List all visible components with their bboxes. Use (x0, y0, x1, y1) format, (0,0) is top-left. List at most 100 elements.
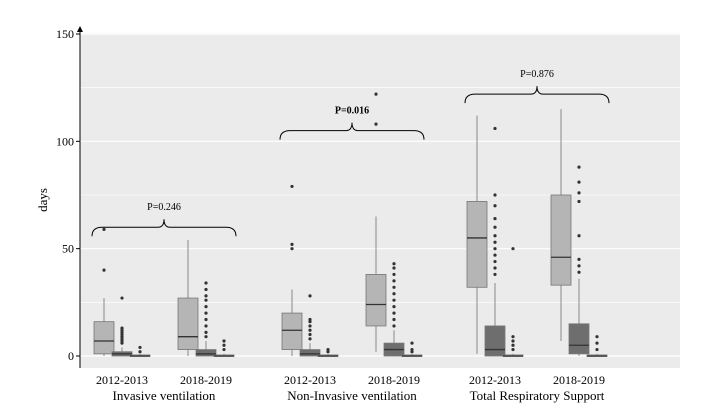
outlier-point (595, 341, 599, 345)
outlier-point (120, 296, 124, 300)
group-label: Non-Invasive ventilation (287, 388, 417, 403)
box-body (281, 312, 303, 350)
outlier-point (511, 247, 515, 251)
period-label: 2018-2019 (368, 373, 420, 387)
period-label: 2012-2013 (96, 373, 148, 387)
outlier-point (511, 335, 515, 339)
outlier-point (392, 305, 396, 309)
outlier-point (577, 165, 581, 169)
box-1-2 (111, 296, 133, 357)
outlier-point (102, 268, 106, 272)
bracket-2 (279, 122, 425, 140)
p-value-label: P=0.016 (335, 106, 369, 117)
outlier-point (308, 294, 312, 298)
outlier-point (493, 204, 497, 208)
box-3-6 (586, 335, 608, 357)
box-2-5 (383, 262, 405, 357)
significance-brackets: P=0.246 P=0.016 P=0.876 (91, 69, 610, 237)
outlier-point (577, 264, 581, 268)
outlier-point (222, 347, 226, 352)
bracket-1 (91, 219, 237, 237)
outlier-point (120, 326, 124, 330)
y-tick-label: 150 (56, 27, 74, 41)
outlier-point (204, 298, 208, 302)
outlier-point (290, 242, 294, 246)
box-3-3 (502, 247, 524, 357)
period-label: 2018-2019 (553, 373, 605, 387)
outlier-point (392, 266, 396, 270)
outlier-point (290, 184, 294, 189)
box-1-3 (129, 345, 151, 357)
outlier-point (577, 199, 581, 204)
box-3-4 (550, 109, 572, 341)
box-body (93, 321, 115, 355)
outlier-point (392, 298, 396, 302)
outlier-point (493, 253, 497, 257)
outlier-point (410, 341, 414, 345)
outlier-point (102, 227, 106, 231)
outlier-point (138, 350, 142, 354)
outlier-point (204, 330, 208, 334)
box-1-4 (177, 240, 199, 356)
box-body (568, 323, 590, 355)
outlier-point (204, 305, 208, 309)
y-tick-labels: 0 50 100 150 (56, 27, 80, 363)
outlier-point (511, 339, 515, 343)
outlier-point (577, 180, 581, 184)
outlier-point (595, 347, 599, 352)
outlier-point (308, 317, 312, 322)
outlier-point (374, 92, 378, 96)
outlier-point (204, 311, 208, 315)
outlier-point (326, 347, 330, 352)
outlier-point (204, 317, 208, 322)
box-2-1 (281, 184, 303, 356)
box-2-3 (317, 347, 339, 357)
outlier-point (493, 240, 497, 244)
outlier-point (493, 234, 497, 238)
outlier-point (577, 257, 581, 261)
outlier-point (493, 217, 497, 221)
period-label: 2018-2019 (180, 373, 232, 387)
outlier-point (204, 281, 208, 285)
outlier-point (138, 345, 142, 350)
box-1-5 (195, 281, 217, 357)
outlier-point (577, 234, 581, 238)
y-axis-label: days (35, 188, 50, 212)
outlier-point (493, 247, 497, 251)
box-2-2 (299, 294, 321, 357)
outlier-point (374, 122, 378, 126)
outlier-point (392, 324, 396, 328)
box-body (299, 349, 321, 357)
box-body (195, 349, 217, 357)
bracket-3 (464, 86, 610, 104)
outlier-point (493, 272, 497, 277)
box-2-6 (401, 341, 423, 357)
outlier-point (392, 279, 396, 283)
outlier-point (392, 262, 396, 266)
outlier-point (392, 272, 396, 277)
box-body (177, 297, 199, 350)
outlier-point (308, 337, 312, 341)
outlier-point (392, 285, 396, 289)
box-1-1 (93, 227, 115, 356)
outlier-point (204, 335, 208, 339)
period-label: 2012-2013 (284, 373, 336, 387)
y-tick-label: 100 (56, 134, 74, 148)
outlier-point (290, 247, 294, 251)
box-3-1 (466, 115, 488, 354)
outlier-point (493, 225, 497, 229)
p-value-label: P=0.876 (520, 69, 554, 80)
outlier-point (511, 343, 515, 347)
outlier-point (308, 324, 312, 328)
y-tick-label: 50 (62, 242, 74, 256)
period-label: 2012-2013 (469, 373, 521, 387)
outlier-point (410, 347, 414, 352)
outlier-point (222, 339, 226, 343)
outlier-point (308, 332, 312, 337)
p-value-label: P=0.246 (147, 202, 181, 213)
outlier-point (493, 193, 497, 197)
group-label: Invasive ventilation (113, 388, 216, 403)
box-body (550, 194, 572, 286)
outlier-point (493, 259, 497, 264)
